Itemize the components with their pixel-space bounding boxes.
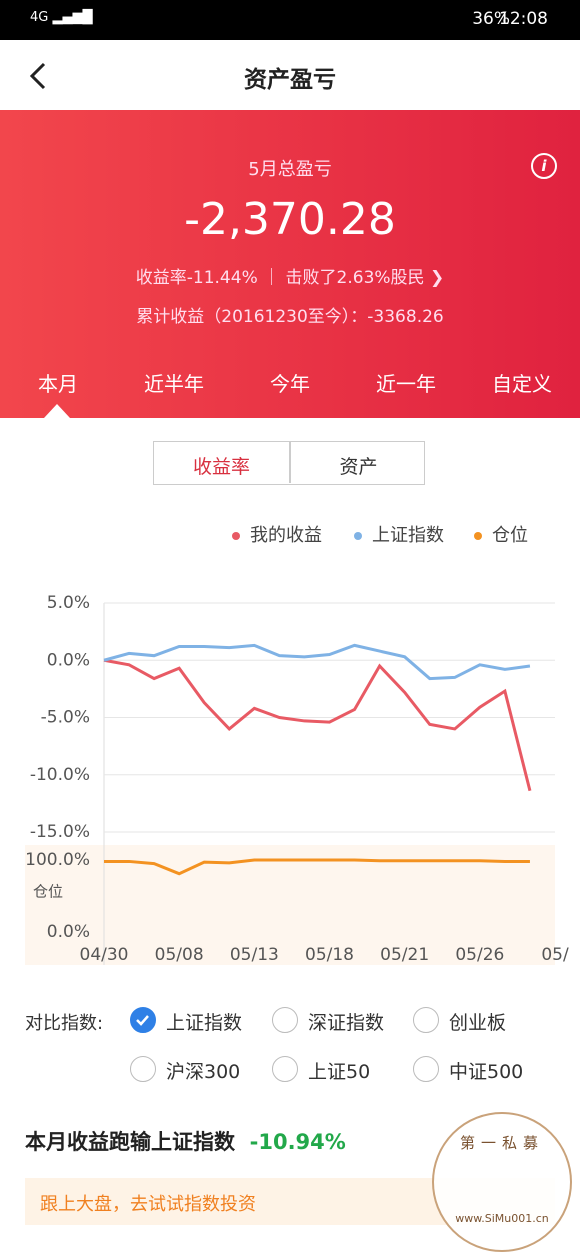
radio[interactable] bbox=[413, 1056, 439, 1082]
y-tick-label: 0.0% bbox=[47, 922, 90, 942]
result: 本月收益跑输上证指数 -10.94% bbox=[25, 1126, 346, 1156]
y-tick-label: -10.0% bbox=[30, 765, 90, 785]
toggle-rate[interactable]: 收益率 bbox=[192, 456, 250, 478]
legend-label: 上证指数 bbox=[372, 525, 444, 546]
radio[interactable] bbox=[130, 1007, 156, 1033]
rate-line[interactable]: 收益率-11.44% ｜ 击败了2.63%股民 ❯ bbox=[135, 268, 445, 288]
toggle: 收益率 资产 bbox=[153, 441, 425, 485]
tab[interactable]: 近一年 bbox=[376, 372, 436, 396]
total: -2,370.28 bbox=[184, 194, 396, 245]
tab[interactable]: 近半年 bbox=[144, 372, 204, 396]
back-button[interactable] bbox=[28, 62, 50, 90]
watermark-url: www.SiMu001.cn bbox=[455, 1212, 549, 1225]
compare-label: 对比指数: bbox=[25, 1013, 104, 1034]
tab[interactable]: 自定义 bbox=[492, 372, 552, 396]
tab[interactable]: 本月 bbox=[38, 372, 78, 396]
x-tick-label: 05/08 bbox=[155, 945, 204, 965]
clock: 12:08 bbox=[499, 9, 548, 29]
tab-indicator bbox=[44, 404, 70, 418]
legend-label: 仓位 bbox=[492, 525, 528, 546]
divider bbox=[289, 442, 291, 483]
option-label: 沪深300 bbox=[166, 1061, 241, 1083]
x-tick-label: 04/30 bbox=[80, 945, 129, 965]
chart: 我的收益 上证指数 仓位5.0%0.0%-5.0%-10.0%-15.0%100.0… bbox=[25, 525, 569, 965]
legend-dot bbox=[232, 532, 240, 540]
summary-label: 5月总盈亏 bbox=[248, 159, 332, 180]
info-icon[interactable]: i bbox=[531, 153, 557, 179]
y-tick-label: 0.0% bbox=[47, 650, 90, 670]
cumulative: 累计收益（20161230至今）：-3368.26 bbox=[136, 307, 444, 327]
status-icons: 4G ▂▄▆█ bbox=[30, 10, 93, 25]
series-line bbox=[104, 858, 530, 876]
toggle-asset[interactable]: 资产 bbox=[339, 456, 378, 478]
summary-panel: 5月总盈亏 i -2,370.28 收益率-11.44% ｜ 击败了2.63%股… bbox=[0, 110, 580, 418]
radio[interactable] bbox=[272, 1056, 298, 1082]
tab[interactable]: 今年 bbox=[270, 372, 310, 396]
result-text: 本月收益跑输上证指数 bbox=[25, 1130, 235, 1154]
x-tick-label: 05/21 bbox=[380, 945, 429, 965]
watermark: 第一私募 www.SiMu001.cn bbox=[432, 1112, 572, 1252]
x-tick-label: 05/ bbox=[541, 945, 569, 965]
legend-dot bbox=[354, 532, 362, 540]
position-panel bbox=[25, 845, 555, 965]
result-value: -10.94% bbox=[249, 1130, 346, 1154]
y-tick-label: 5.0% bbox=[47, 593, 90, 613]
series-line bbox=[103, 658, 532, 792]
x-tick-label: 05/26 bbox=[455, 945, 504, 965]
banner-text: 跟上大盘，去试试指数投资 bbox=[40, 1194, 256, 1215]
radio[interactable] bbox=[130, 1056, 156, 1082]
x-tick-label: 05/18 bbox=[305, 945, 354, 965]
status-bar: 4G ▂▄▆█ 36% 12:08 bbox=[0, 0, 580, 40]
option-label: 中证500 bbox=[449, 1061, 524, 1083]
legend-label: 我的收益 bbox=[250, 525, 322, 546]
radio[interactable] bbox=[413, 1007, 439, 1033]
radio[interactable] bbox=[272, 1007, 298, 1033]
tabs: 本月 近半年 今年 近一年 自定义 bbox=[0, 368, 580, 398]
option-label: 上证50 bbox=[308, 1061, 371, 1083]
header: 资产盈亏 bbox=[0, 40, 580, 110]
y-tick-label: 100.0% bbox=[25, 850, 90, 870]
series-line bbox=[103, 643, 531, 681]
rate: 收益率-11.44% bbox=[135, 268, 258, 288]
y-tick-label: -5.0% bbox=[41, 708, 90, 728]
x-tick-label: 05/13 bbox=[230, 945, 279, 965]
legend-dot bbox=[474, 532, 482, 540]
y-label: 仓位 bbox=[33, 883, 63, 901]
battery: 36% bbox=[472, 9, 510, 29]
y-tick-label: -15.0% bbox=[30, 822, 90, 842]
title: 资产盈亏 bbox=[244, 67, 336, 93]
watermark-name: 第一私募 bbox=[459, 1134, 544, 1152]
option-label: 创业板 bbox=[449, 1012, 507, 1034]
option-label: 深证指数 bbox=[308, 1012, 385, 1034]
option-label: 上证指数 bbox=[166, 1012, 243, 1034]
beat: 击败了2.63%股民 bbox=[285, 268, 425, 288]
